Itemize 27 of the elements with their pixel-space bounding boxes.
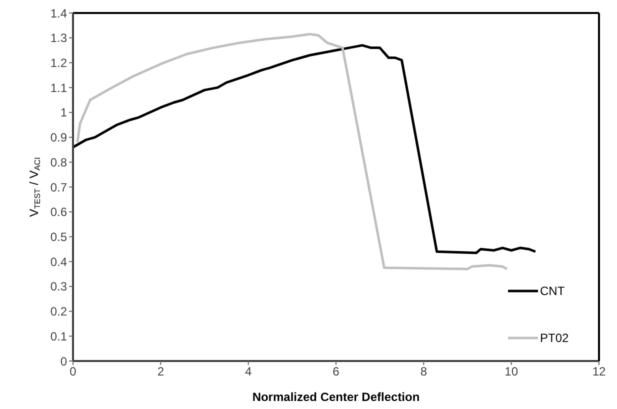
y-tick-label: 1.1 [50, 80, 68, 95]
y-tick-label: 0.9 [50, 130, 68, 145]
y-tick-label: 0.2 [50, 304, 68, 319]
y-tick-label: 1.2 [50, 56, 68, 70]
y-tick-label: 0 [60, 354, 68, 368]
line-series [76, 32, 508, 270]
line-series [73, 44, 537, 254]
y-tick-label: 1.3 [50, 31, 68, 46]
x-tick-label: 10 [504, 364, 518, 379]
y-tick-label: 0.5 [50, 230, 68, 244]
x-tick-label: 4 [244, 364, 252, 379]
x-tick-label: 8 [420, 364, 428, 379]
y-tick-label: 0.6 [50, 205, 68, 220]
x-tick-label: 0 [70, 364, 77, 379]
x-tick-label: 2 [157, 364, 164, 379]
y-tick-label: 0.3 [50, 280, 68, 294]
x-tick-label: 12 [592, 364, 606, 379]
y-tick-label: 0.7 [50, 180, 68, 194]
y-tick-label: 1.4 [50, 6, 68, 20]
legend-label: CNT [540, 284, 565, 298]
y-tick-label: 0.1 [50, 329, 68, 344]
x-tick-label: 6 [332, 364, 340, 379]
legend-label: PT02 [540, 331, 569, 345]
y-tick-label: 0.8 [50, 155, 68, 170]
y-tick-label: 0.4 [50, 254, 68, 269]
y-tick-label: 1 [60, 106, 68, 120]
x-axis-title: Normalized Center Deflection [252, 390, 420, 404]
